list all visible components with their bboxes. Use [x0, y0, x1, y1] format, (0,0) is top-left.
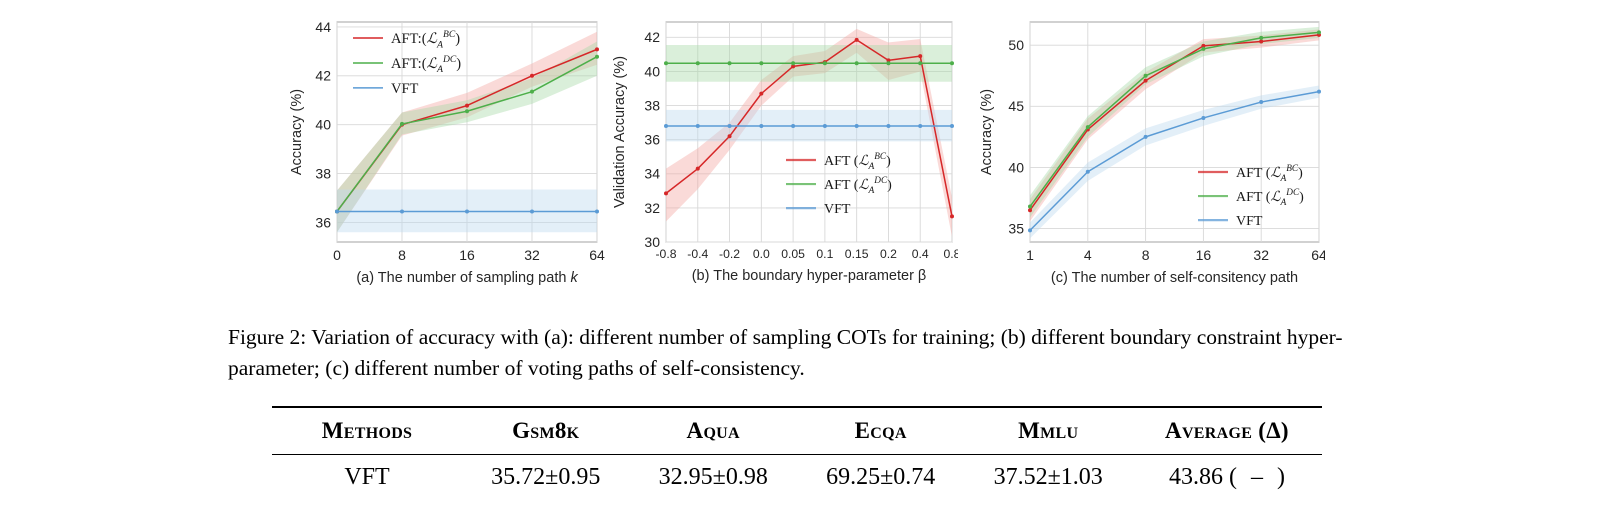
svg-text:64: 64 [1311, 247, 1325, 263]
cell-aqua: 32.95±0.98 [658, 464, 768, 490]
svg-text:42: 42 [644, 29, 660, 45]
svg-text:16: 16 [1196, 247, 1212, 263]
svg-text:0.1: 0.1 [816, 247, 833, 261]
svg-text:Validation Accuracy (%): Validation Accuracy (%) [612, 56, 628, 208]
svg-text:(c) The number of self-consite: (c) The number of self-consitency path [1051, 270, 1298, 286]
table-header-row: Methods Gsm8k Aqua Ecqa Mmlu Average (Δ) [272, 407, 1322, 455]
svg-text:AFT (ℒABC): AFT (ℒABC) [824, 151, 891, 172]
figure-caption: Figure 2: Variation of accuracy with (a)… [228, 322, 1346, 384]
cell-mmlu: 37.52±1.03 [993, 464, 1103, 490]
svg-text:34: 34 [644, 166, 660, 182]
chart-c-svg: 35 40 45 50 1 4 8 16 32 64 Accuracy (%) (c) The num… [979, 21, 1325, 286]
figure-caption-label: Figure 2: [228, 325, 307, 349]
cell-average-delta: – [1250, 464, 1263, 490]
chart-b-svg: 30 32 34 36 38 40 42 -0.8 -0.4 -0.2 0.0 0.05 0.1 0.15… [612, 21, 958, 284]
svg-text:-0.2: -0.2 [719, 247, 740, 261]
svg-text:AFT (ℒABC): AFT (ℒABC) [1236, 163, 1303, 184]
results-table: Methods Gsm8k Aqua Ecqa Mmlu Average (Δ)… [272, 406, 1322, 495]
figure-panels-row: 36 38 40 42 44 0 8 16 32 64 Accuracy (%) (a) The nu… [285, 12, 1325, 297]
svg-text:32: 32 [1253, 247, 1269, 263]
col-header-mmlu: Mmlu [1018, 418, 1079, 443]
svg-text:VFT: VFT [824, 202, 851, 217]
svg-text:1: 1 [1026, 247, 1034, 263]
svg-text:36: 36 [644, 132, 660, 148]
svg-text:0.2: 0.2 [880, 247, 897, 261]
svg-text:44: 44 [315, 19, 331, 35]
results-table-body: VFT 35.72±0.95 32.95±0.98 69.25±0.74 37.… [272, 454, 1322, 496]
table-row: VFT 35.72±0.95 32.95±0.98 69.25±0.74 37.… [272, 454, 1322, 496]
results-table-wrapper: Methods Gsm8k Aqua Ecqa Mmlu Average (Δ)… [272, 406, 1322, 495]
svg-text:VFT: VFT [1236, 214, 1263, 229]
svg-text:(b) The boundary hyper-paramet: (b) The boundary hyper-parameter β [692, 268, 927, 284]
svg-text:40: 40 [315, 117, 331, 133]
svg-text:0.05: 0.05 [781, 247, 805, 261]
svg-text:38: 38 [644, 97, 660, 113]
svg-text:VFT: VFT [391, 81, 419, 97]
svg-text:8: 8 [1142, 247, 1150, 263]
col-header-gsm8k: Gsm8k [512, 418, 580, 443]
svg-text:16: 16 [459, 247, 475, 263]
svg-text:0: 0 [333, 247, 341, 263]
svg-text:0.0: 0.0 [753, 247, 770, 261]
cell-gsm8k: 35.72±0.95 [491, 464, 601, 490]
col-header-methods: Methods [321, 418, 413, 443]
svg-text:32: 32 [644, 200, 660, 216]
svg-text:-0.4: -0.4 [687, 247, 708, 261]
svg-text:32: 32 [524, 247, 540, 263]
results-table-head: Methods Gsm8k Aqua Ecqa Mmlu Average (Δ) [272, 407, 1322, 455]
svg-text:0.4: 0.4 [912, 247, 929, 261]
svg-text:4: 4 [1084, 247, 1092, 263]
col-header-aqua: Aqua [686, 418, 740, 443]
svg-text:AFT:(ℒABC): AFT:(ℒABC) [391, 29, 460, 50]
cell-average: 43.86 (–) [1132, 455, 1322, 496]
svg-text:0.15: 0.15 [845, 247, 869, 261]
svg-text:38: 38 [315, 165, 331, 181]
svg-text:64: 64 [589, 247, 605, 263]
svg-text:36: 36 [315, 214, 331, 230]
cell-average-value: 43.86 ( [1168, 464, 1237, 490]
cell-method: VFT [344, 464, 390, 490]
svg-text:AFT:(ℒADC): AFT:(ℒADC) [391, 54, 461, 75]
svg-text:45: 45 [1008, 98, 1024, 114]
svg-text:AFT (ℒADC): AFT (ℒADC) [824, 175, 892, 196]
svg-text:Accuracy (%): Accuracy (%) [289, 89, 305, 175]
svg-text:(a) The number of sampling pat: (a) The number of sampling path k [356, 270, 578, 286]
svg-text:35: 35 [1008, 220, 1024, 236]
cell-average-close: ) [1276, 464, 1285, 490]
svg-text:8: 8 [398, 247, 406, 263]
col-header-average: Average (Δ) [1165, 418, 1289, 443]
chart-a-svg: 36 38 40 42 44 0 8 16 32 64 Accuracy (%) (a) The nu… [289, 19, 605, 286]
svg-text:Accuracy (%): Accuracy (%) [979, 89, 995, 175]
svg-text:40: 40 [1008, 159, 1024, 175]
cell-ecqa: 69.25±0.74 [826, 464, 936, 490]
chart-panel-b: 30 32 34 36 38 40 42 -0.8 -0.4 -0.2 0.0 0.05 0.1 0.15… [608, 12, 958, 297]
svg-text:30: 30 [644, 234, 660, 250]
svg-text:-0.8: -0.8 [655, 247, 676, 261]
svg-text:50: 50 [1008, 37, 1024, 53]
svg-text:AFT (ℒADC): AFT (ℒADC) [1236, 187, 1304, 208]
chart-panel-a: 36 38 40 42 44 0 8 16 32 64 Accuracy (%) (a) The nu… [285, 12, 605, 297]
col-header-ecqa: Ecqa [854, 418, 907, 443]
svg-text:42: 42 [315, 68, 331, 84]
svg-text:0.8: 0.8 [944, 247, 958, 261]
svg-text:40: 40 [644, 63, 660, 79]
figure-caption-text: Variation of accuracy with (a): differen… [228, 325, 1343, 380]
chart-panel-c: 35 40 45 50 1 4 8 16 32 64 Accuracy (%) (c) The num… [975, 12, 1325, 297]
